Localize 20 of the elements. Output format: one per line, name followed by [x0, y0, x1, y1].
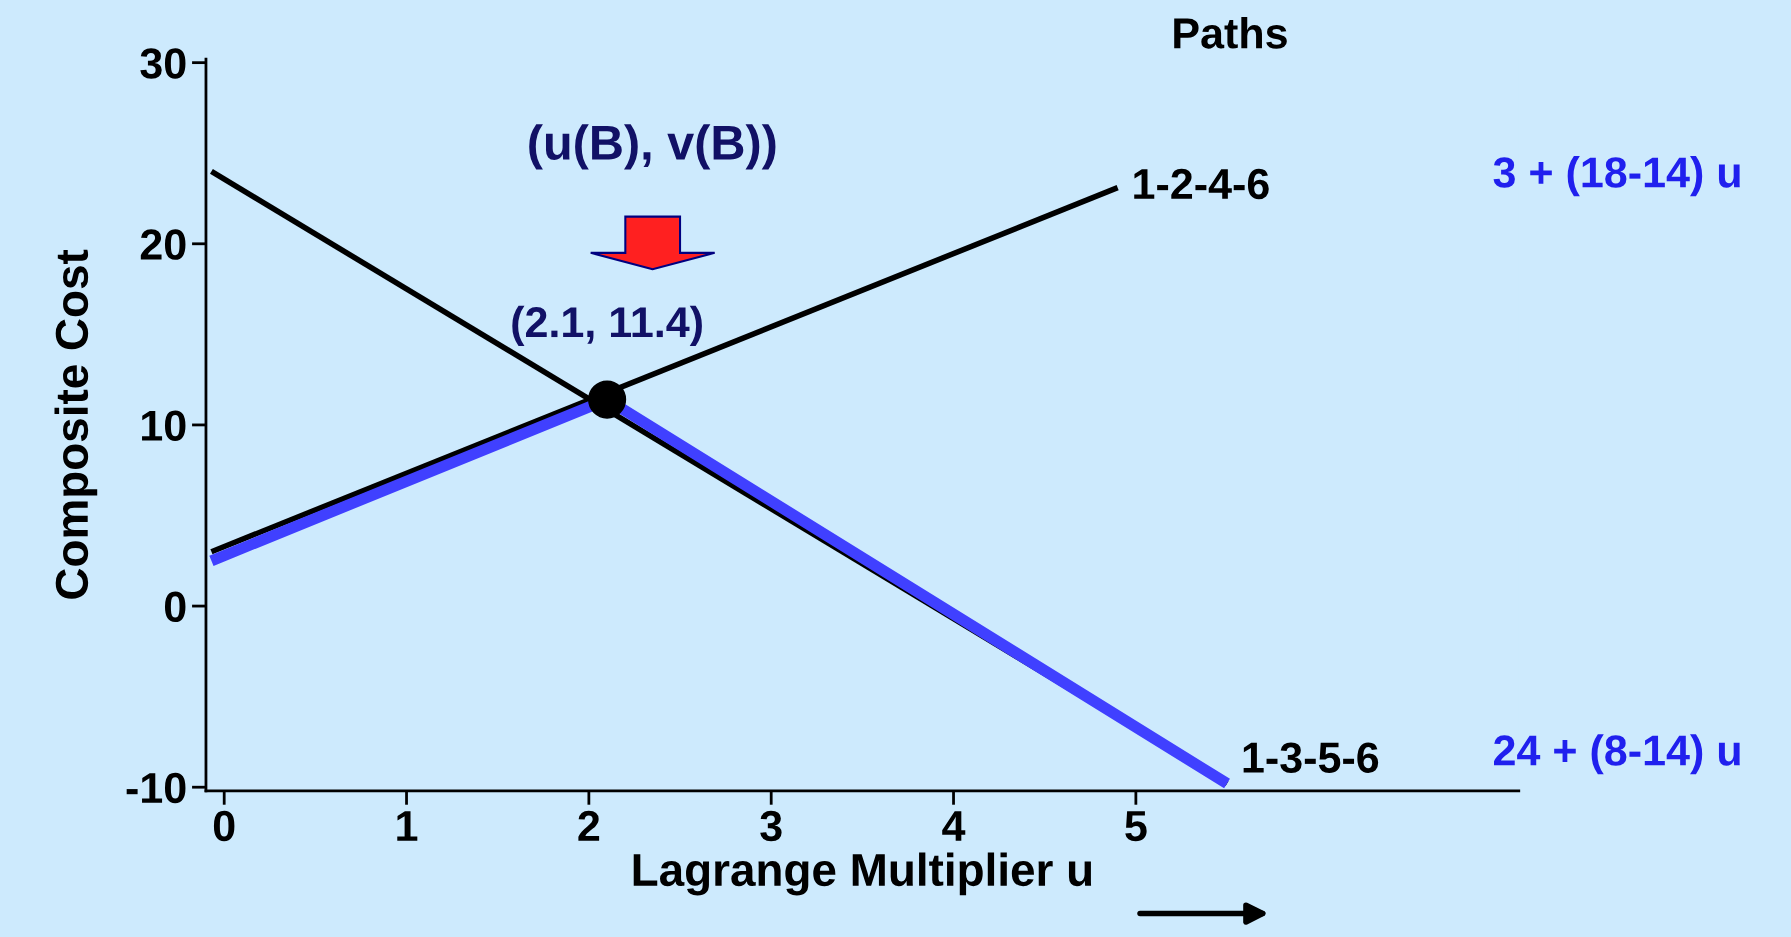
series-label: 1-2-4-6	[1134, 168, 1269, 200]
x-tick-label: 5	[1125, 811, 1147, 842]
annotation: (u(B), v(B))	[529, 124, 776, 170]
x-tick-label: 0	[213, 810, 235, 842]
y-tick-label: 0	[164, 591, 186, 623]
y-tick-label: -10	[126, 772, 186, 804]
x-tick-label: 3	[760, 810, 782, 842]
annotation: (2.1, 11.4)	[512, 305, 702, 346]
x-tick-label: 1	[397, 811, 418, 841]
y-tick-label: 30	[140, 48, 186, 79]
y-axis-title: Composite Cost	[54, 249, 98, 599]
annotation: 3 + (18-14) u	[1493, 156, 1740, 197]
x-tick-label: 2	[578, 810, 600, 841]
series-label: 1-3-5-6	[1243, 742, 1379, 773]
x-tick-label: 4	[942, 811, 966, 841]
annotation: 24 + (8-14) u	[1494, 734, 1740, 775]
x-axis-title: Lagrange Multiplier u	[633, 852, 1092, 896]
text: Paths	[1174, 17, 1287, 49]
y-tick-label: 20	[140, 229, 186, 260]
y-tick-label: 10	[142, 410, 186, 441]
